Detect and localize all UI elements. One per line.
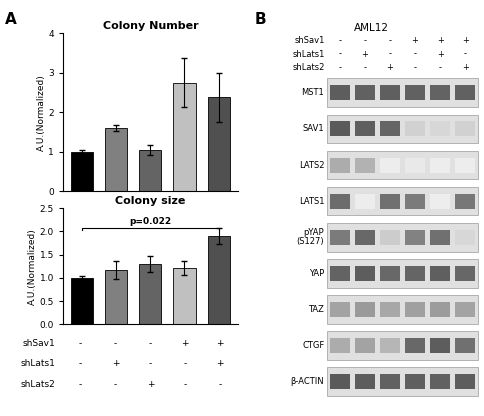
Text: AML12: AML12: [353, 23, 388, 33]
Text: +: +: [111, 359, 119, 369]
Text: B: B: [254, 12, 266, 27]
Text: -: -: [183, 380, 186, 389]
Bar: [173, 267, 195, 324]
Text: -: -: [183, 359, 186, 369]
Text: -: -: [114, 339, 117, 348]
Text: -: -: [149, 339, 151, 348]
Text: +: +: [386, 63, 393, 72]
Bar: [139, 264, 161, 324]
Text: -: -: [388, 50, 391, 59]
Text: +: +: [361, 50, 367, 59]
Text: shLats1: shLats1: [292, 50, 324, 59]
Text: A: A: [5, 12, 16, 27]
Y-axis label: A.U.(Normalized): A.U.(Normalized): [28, 228, 37, 305]
Text: shSav1: shSav1: [294, 36, 324, 45]
Text: SAV1: SAV1: [302, 124, 324, 134]
Bar: [71, 152, 93, 191]
Text: pYAP: pYAP: [303, 228, 324, 238]
Text: -: -: [79, 380, 82, 389]
Title: Colony Number: Colony Number: [102, 21, 198, 31]
Text: +: +: [216, 359, 224, 369]
Text: CTGF: CTGF: [302, 341, 324, 350]
Text: LATS1: LATS1: [298, 197, 324, 206]
Text: +: +: [146, 380, 154, 389]
Text: +: +: [216, 339, 224, 348]
Bar: [105, 270, 127, 324]
Text: MST1: MST1: [301, 89, 324, 97]
Text: +: +: [436, 50, 443, 59]
Text: shLats1: shLats1: [21, 359, 56, 369]
Text: -: -: [79, 359, 82, 369]
Text: +: +: [461, 63, 468, 72]
Text: -: -: [413, 50, 416, 59]
Text: -: -: [218, 380, 221, 389]
Bar: [71, 278, 93, 324]
Text: -: -: [363, 36, 365, 45]
Bar: [105, 128, 127, 191]
Bar: [173, 83, 195, 191]
Text: -: -: [463, 50, 466, 59]
Text: +: +: [411, 36, 418, 45]
Text: shLats2: shLats2: [21, 380, 56, 389]
Text: -: -: [149, 359, 151, 369]
Text: -: -: [338, 36, 341, 45]
Text: +: +: [436, 36, 443, 45]
Bar: [207, 97, 229, 191]
Title: Colony size: Colony size: [115, 196, 185, 206]
Text: LATS2: LATS2: [298, 161, 324, 169]
Text: β-ACTIN: β-ACTIN: [290, 377, 324, 386]
Text: -: -: [388, 36, 391, 45]
Text: -: -: [438, 63, 441, 72]
Text: p=0.022: p=0.022: [129, 217, 171, 226]
Text: +: +: [461, 36, 468, 45]
Text: YAP: YAP: [308, 269, 324, 277]
Text: -: -: [363, 63, 365, 72]
Bar: [207, 236, 229, 324]
Text: -: -: [114, 380, 117, 389]
Text: shSav1: shSav1: [23, 339, 56, 348]
Text: -: -: [413, 63, 416, 72]
Text: -: -: [79, 339, 82, 348]
Text: -: -: [338, 63, 341, 72]
Text: (S127): (S127): [296, 237, 324, 246]
Text: -: -: [338, 50, 341, 59]
Y-axis label: A.U.(Normalized): A.U.(Normalized): [36, 74, 45, 151]
Text: TAZ: TAZ: [308, 305, 324, 314]
Text: shLats2: shLats2: [292, 63, 324, 72]
Text: +: +: [181, 339, 189, 348]
Bar: [139, 150, 161, 191]
